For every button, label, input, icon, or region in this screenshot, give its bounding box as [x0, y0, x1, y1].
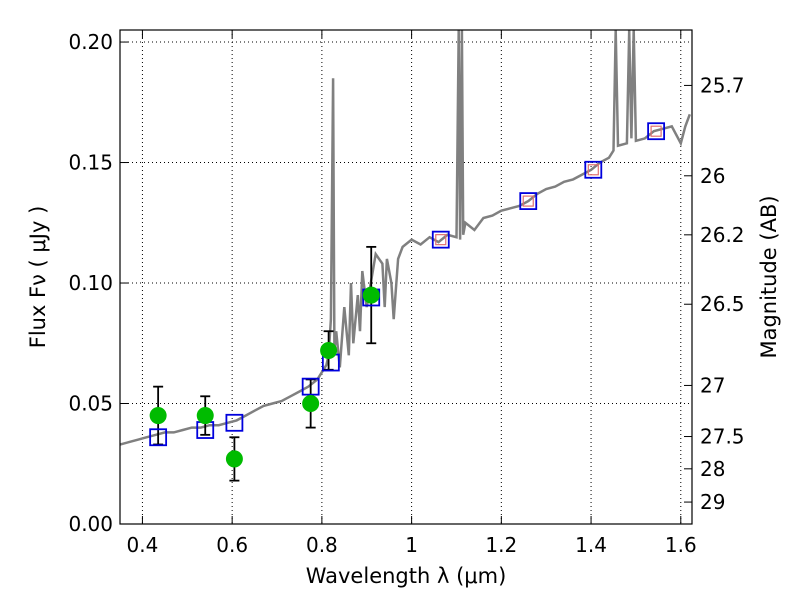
tick-labels-layer: 0.4 0.6 0.8 1 1.2 1.4 1.6 0.00 0.05 0.10 0.15 0.20 2…	[68, 30, 744, 557]
overlay-square-marker-0	[435, 234, 447, 246]
y2-tick-label-0: 25.7	[700, 73, 745, 97]
y2-tick-label-3: 26.5	[700, 292, 745, 316]
observed-circle-marker-2	[225, 450, 243, 468]
y-tick-label-0: 0.00	[68, 512, 113, 536]
y2-tick-label-4: 27	[700, 373, 725, 397]
x-tick-label-5: 1.4	[575, 533, 607, 557]
observed-circle-marker-1	[196, 407, 214, 425]
overlay-square-marker-3	[650, 125, 662, 137]
y2-tick-label-1: 26	[700, 164, 725, 188]
overlay-square-marker-1	[522, 195, 534, 207]
marker-layer	[149, 122, 666, 468]
x-tick-label-1: 0.6	[216, 533, 248, 557]
ticks-layer	[120, 30, 692, 525]
grid	[120, 30, 692, 525]
observed-circle-marker-4	[320, 341, 338, 359]
plot-frame	[119, 29, 693, 525]
y-tick-label-3: 0.15	[68, 151, 113, 175]
errorbar-layer	[153, 245, 377, 482]
model-square-marker-3	[301, 377, 320, 396]
y-tick-label-2: 0.10	[68, 271, 113, 295]
x-tick-label-3: 1	[405, 533, 418, 557]
model-square-marker-6	[431, 230, 450, 249]
y2-tick-label-2: 26.2	[700, 223, 745, 247]
spectrum-line-0	[120, 30, 691, 446]
x-tick-label-0: 0.4	[127, 533, 159, 557]
y-axis-label: Flux Fν ( μJy )	[26, 206, 50, 349]
x-tick-label-6: 1.6	[665, 533, 697, 557]
x-tick-label-2: 0.8	[306, 533, 338, 557]
spectrum-layer	[120, 30, 691, 446]
observed-circle-marker-5	[362, 286, 380, 304]
model-square-marker-9	[647, 122, 666, 141]
observed-circle-marker-0	[149, 407, 167, 425]
x-tick-label-4: 1.2	[485, 533, 517, 557]
y2-axis-label: Magnitude (AB)	[757, 195, 781, 358]
x-axis-label: Wavelength λ (μm)	[306, 564, 507, 588]
model-square-marker-2	[225, 413, 244, 432]
model-square-marker-0	[149, 428, 168, 447]
model-square-marker-7	[519, 192, 538, 210]
y2-tick-label-6: 28	[700, 457, 725, 481]
overlay-square-marker-2	[587, 164, 599, 176]
model-square-marker-8	[584, 160, 603, 179]
y2-tick-label-5: 27.5	[700, 425, 745, 449]
y-tick-label-4: 0.20	[68, 30, 113, 54]
observed-circle-marker-3	[302, 395, 320, 413]
y-tick-label-1: 0.05	[68, 392, 113, 416]
y2-tick-label-7: 29	[700, 490, 725, 514]
